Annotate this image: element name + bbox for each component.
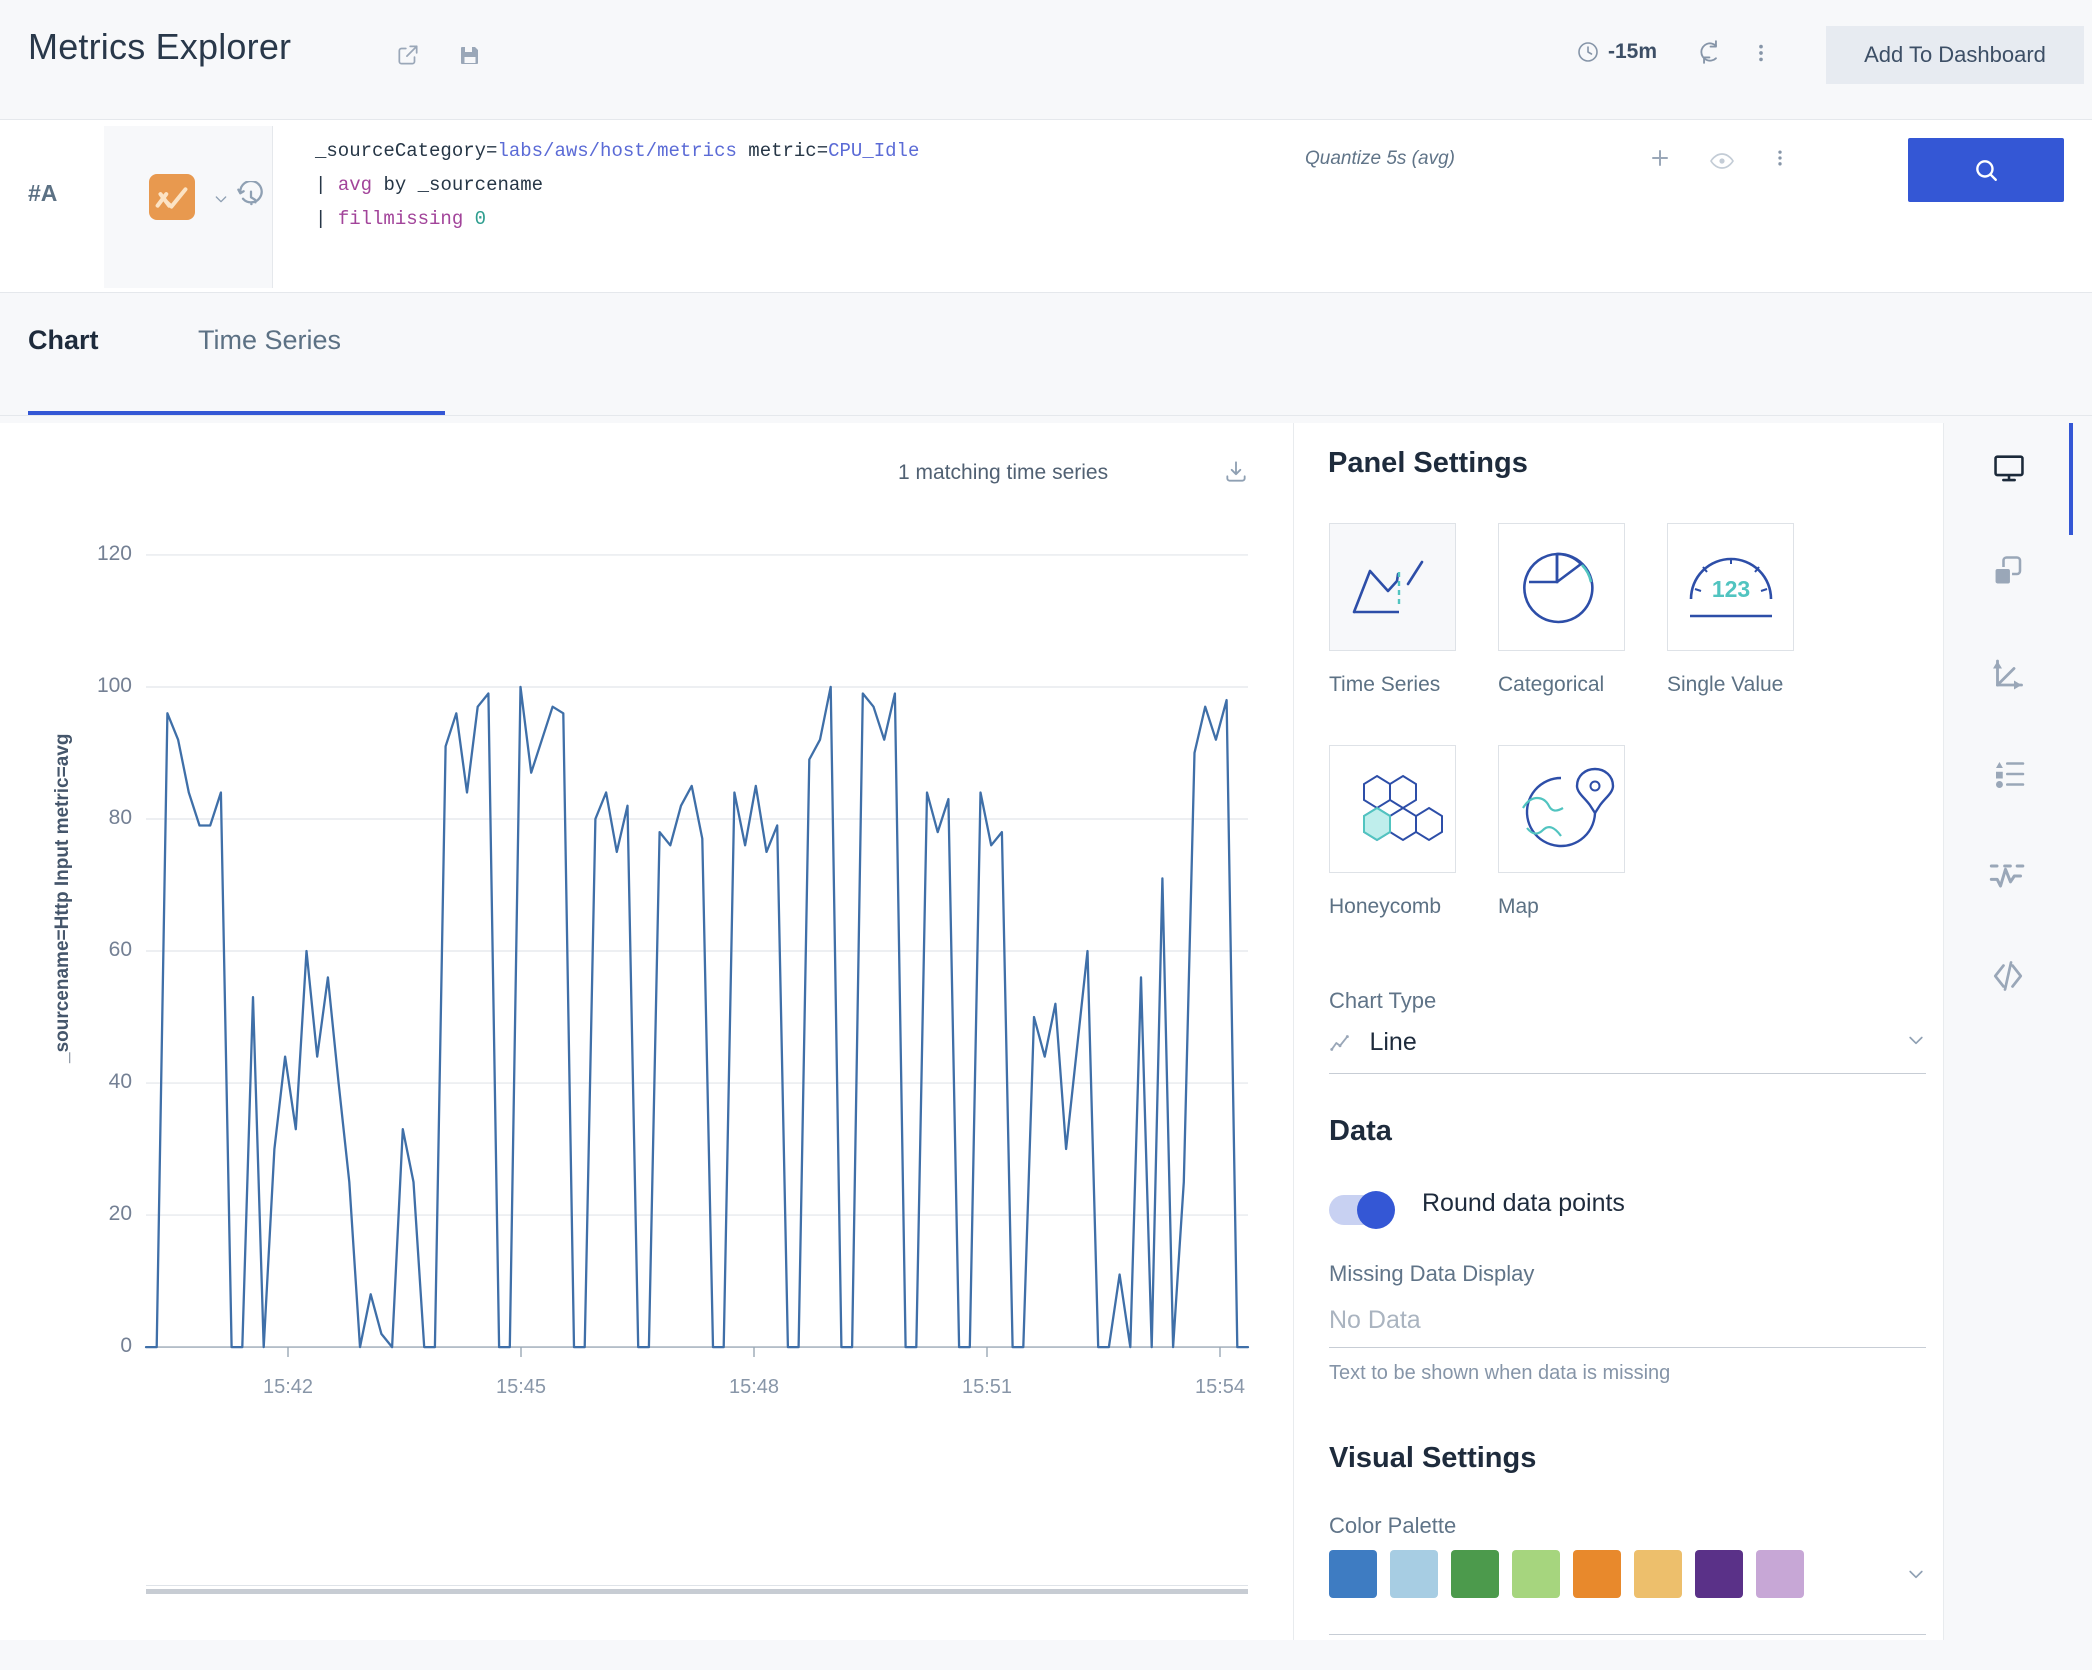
svg-text:80: 80 bbox=[109, 806, 132, 829]
svg-text:15:48: 15:48 bbox=[729, 1376, 779, 1398]
svg-text:15:45: 15:45 bbox=[496, 1376, 546, 1398]
svg-text:100: 100 bbox=[97, 674, 132, 697]
svg-text:0: 0 bbox=[120, 1334, 132, 1357]
svg-text:15:42: 15:42 bbox=[263, 1376, 313, 1398]
svg-text:15:54: 15:54 bbox=[1195, 1376, 1245, 1398]
svg-text:_sourcename=Http Input metric=: _sourcename=Http Input metric=avg bbox=[52, 734, 73, 1064]
svg-text:60: 60 bbox=[109, 938, 132, 961]
svg-text:40: 40 bbox=[109, 1070, 132, 1093]
svg-text:20: 20 bbox=[109, 1202, 132, 1225]
svg-text:123: 123 bbox=[1712, 576, 1750, 602]
svg-text:15:51: 15:51 bbox=[962, 1376, 1012, 1398]
svg-text:120: 120 bbox=[97, 542, 132, 565]
